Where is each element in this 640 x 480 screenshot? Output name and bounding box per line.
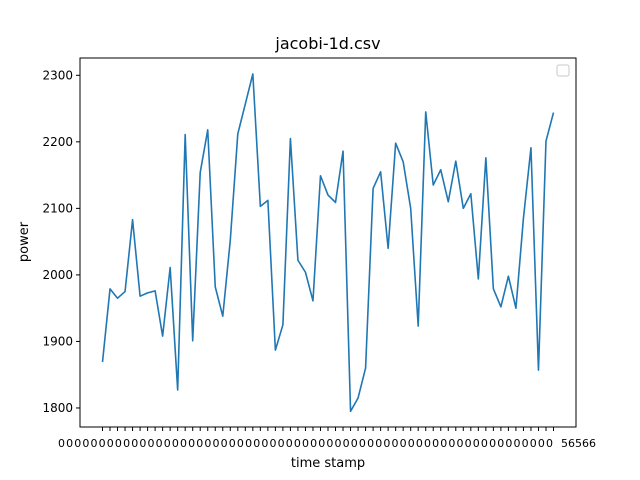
y-tick-label: 2300 — [42, 68, 73, 82]
y-tick-label: 1800 — [42, 401, 73, 415]
legend-box — [556, 64, 570, 77]
x-tick-labels: 0000000000000000000000000000000000000000… — [58, 437, 553, 450]
plot-frame — [79, 57, 577, 428]
y-tick-label: 1900 — [42, 334, 73, 348]
chart-title: jacobi-1d.csv — [274, 34, 380, 53]
y-tick-label: 2100 — [42, 201, 73, 215]
plot-area — [101, 73, 555, 413]
x-axis-label: time stamp — [291, 456, 365, 471]
y-tick-label: 2000 — [42, 268, 73, 282]
y-axis: 1800 1900 2000 2100 2200 2300 — [42, 68, 80, 415]
x-axis: 0000000000000000000000000000000000000000… — [58, 427, 596, 450]
y-axis-label: power — [17, 221, 32, 262]
y-tick-label: 2200 — [42, 135, 73, 149]
x-tick-label-last: 56566 — [561, 437, 596, 450]
series-line — [101, 73, 555, 413]
